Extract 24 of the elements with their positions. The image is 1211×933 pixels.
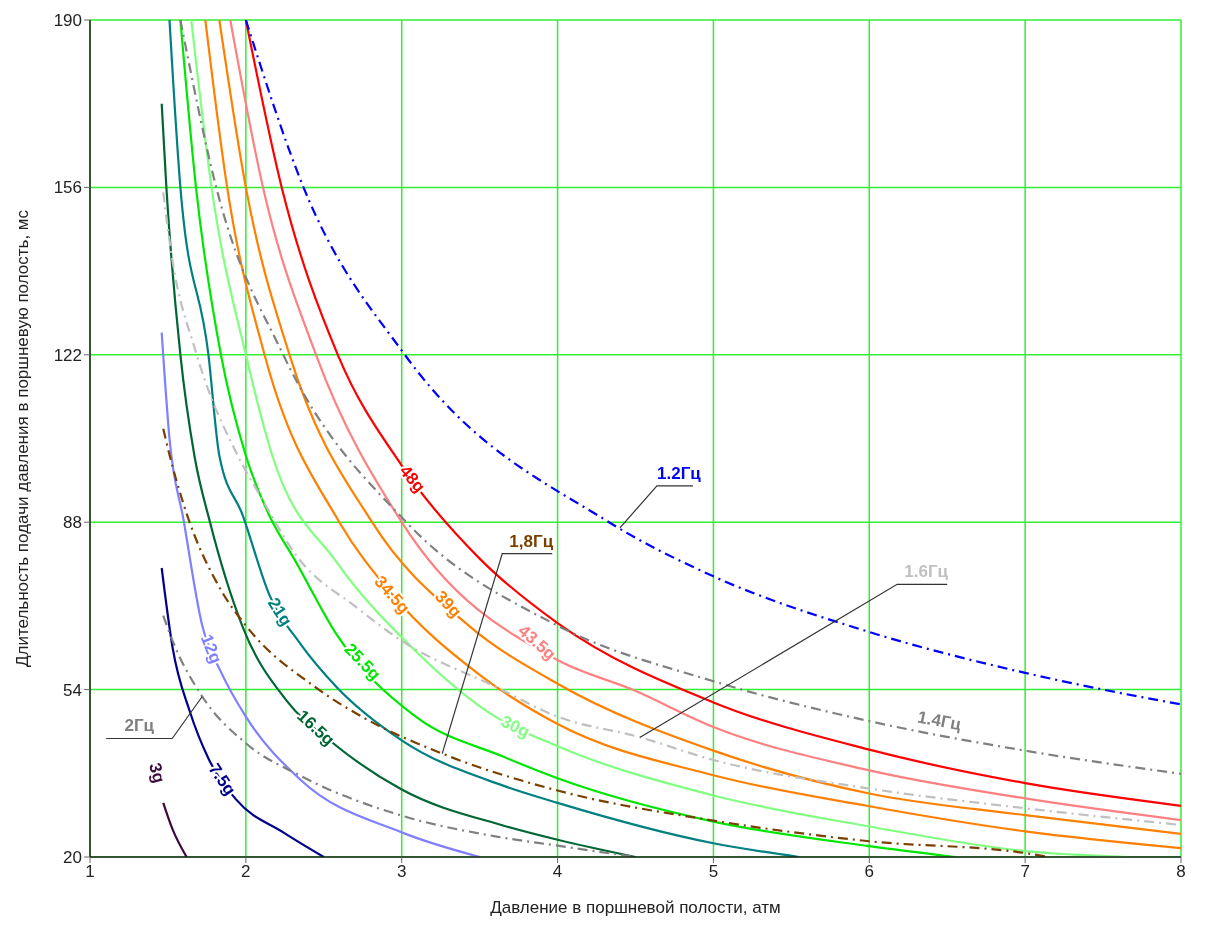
x-tick-label: 4 bbox=[552, 862, 563, 882]
x-tick-label: 8 bbox=[1176, 862, 1186, 882]
text: 2Гц bbox=[124, 716, 155, 736]
y-axis-title: Длительность подачи давления в поршневую полость, мс bbox=[13, 209, 33, 668]
x-axis-title: Давление в поршневой полости, атм bbox=[490, 898, 781, 917]
text: 1.2Гц bbox=[657, 463, 702, 483]
y-tick-label: 122 bbox=[53, 345, 82, 365]
x-tick-label: 6 bbox=[864, 862, 875, 882]
x-tick-label: 3 bbox=[396, 862, 407, 882]
y-tick-label: 156 bbox=[53, 178, 82, 198]
y-tick-label: 20 bbox=[63, 848, 82, 868]
y-tick-label: 88 bbox=[63, 513, 82, 533]
text: 3g bbox=[145, 760, 169, 785]
text: 39g bbox=[431, 587, 466, 622]
x-tick-label: 7 bbox=[1020, 862, 1030, 882]
x-tick-label: 5 bbox=[708, 862, 719, 882]
text: 1.6Гц bbox=[904, 562, 949, 582]
x-tick-label: 2 bbox=[241, 862, 251, 882]
x-tick-label: 1 bbox=[85, 862, 95, 882]
y-tick-label: 54 bbox=[63, 680, 82, 700]
text: 1.4Гц bbox=[916, 707, 964, 735]
text: 1,8Гц bbox=[509, 531, 554, 551]
text: 12g bbox=[196, 631, 226, 667]
y-tick-label: 190 bbox=[53, 11, 82, 31]
